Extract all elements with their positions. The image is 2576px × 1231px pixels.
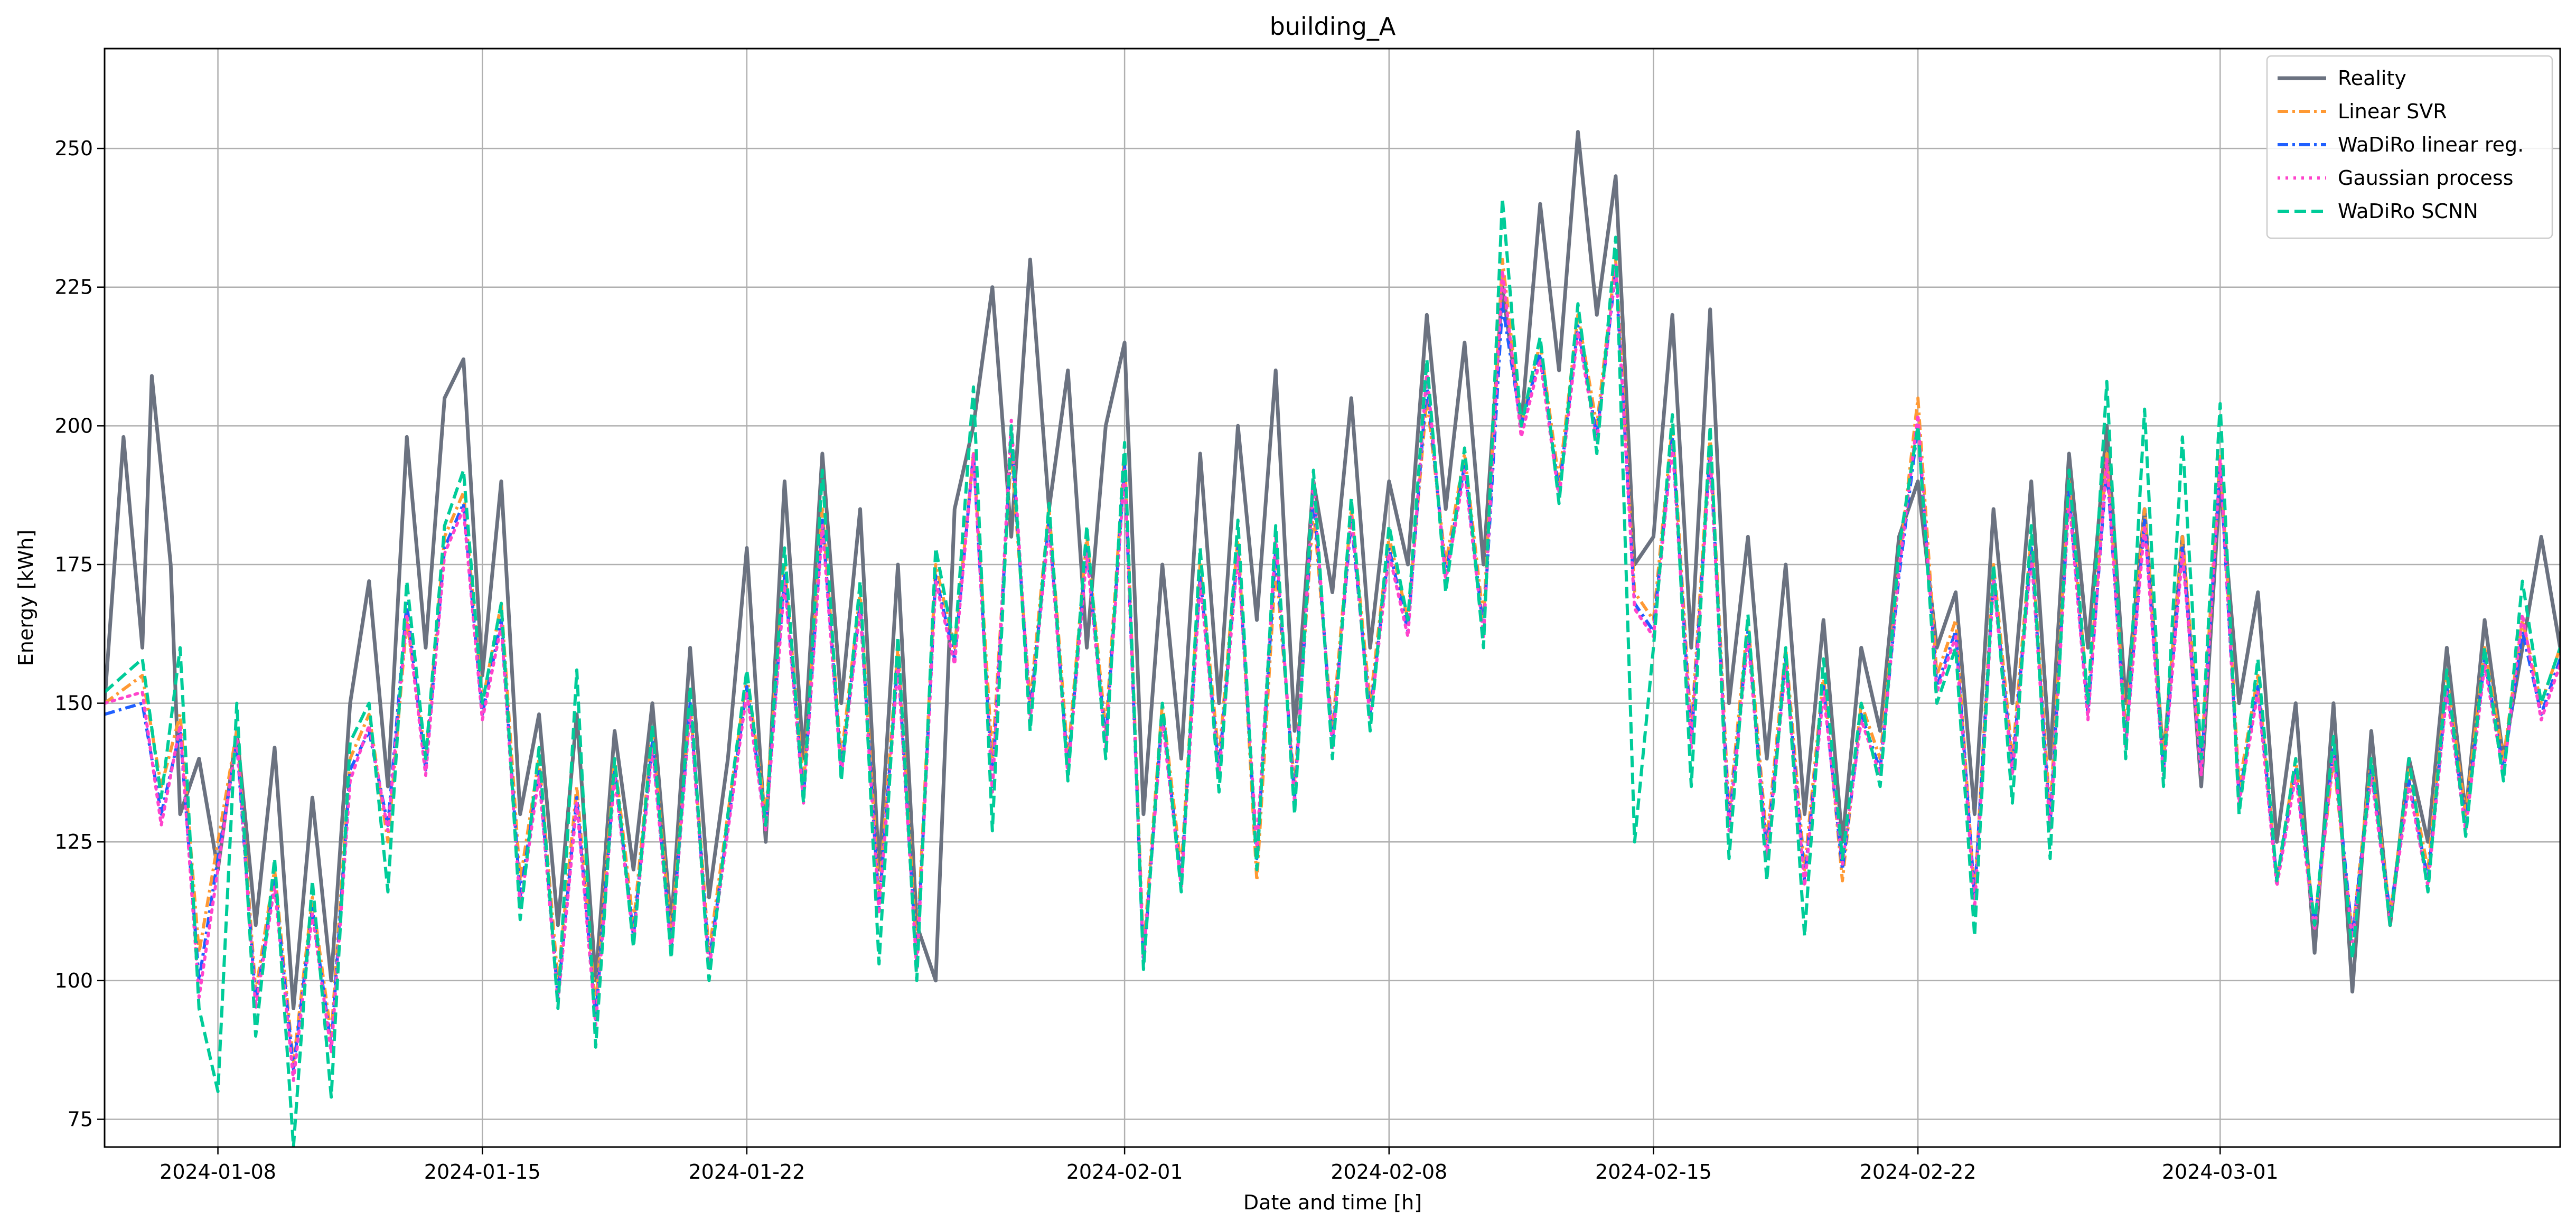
x-tick-label: 2024-03-01 <box>2162 1160 2279 1183</box>
legend-box <box>2266 55 2553 239</box>
y-tick-label: 250 <box>54 137 93 160</box>
x-tick-label: 2024-02-15 <box>1595 1160 1712 1183</box>
y-axis-label: Energy [kWh] <box>14 530 38 666</box>
y-tick-label: 100 <box>54 969 93 992</box>
legend-label-gaussian-process: Gaussian process <box>2338 166 2513 190</box>
x-tick-label: 2024-01-08 <box>160 1160 276 1183</box>
legend-label-reality: Reality <box>2338 67 2406 90</box>
x-axis-label: Date and time [h] <box>1243 1191 1422 1214</box>
chart-title: building_A <box>1270 12 1396 41</box>
y-tick-label: 175 <box>54 553 93 576</box>
legend-label-wadiro-linear-reg: WaDiRo linear reg. <box>2338 133 2524 156</box>
y-axis-ticks: 75 100 125 150 175 200 225 250 <box>54 137 105 1131</box>
x-axis-ticks: 2024-01-08 2024-01-15 2024-01-22 2024-02-01… <box>160 1147 2279 1183</box>
series-layer <box>105 130 2560 1147</box>
x-tick-label: 2024-02-01 <box>1066 1160 1183 1183</box>
y-tick-label: 125 <box>54 830 93 853</box>
y-tick-label: 200 <box>54 414 93 437</box>
plot-frame <box>104 48 2561 1148</box>
legend: Reality Linear SVR WaDiRo linear reg. Gauss… <box>2266 55 2553 239</box>
grid-lines <box>105 49 2560 1147</box>
x-tick-label: 2024-02-22 <box>1860 1160 1977 1183</box>
y-tick-label: 225 <box>54 276 93 299</box>
series-line-wadiro-scnn <box>105 196 2560 1147</box>
y-tick-label: 75 <box>68 1107 93 1131</box>
y-tick-label: 150 <box>54 692 93 715</box>
legend-label-wadiro-scnn: WaDiRo SCNN <box>2338 200 2478 223</box>
legend-label-linear-svr: Linear SVR <box>2338 100 2447 123</box>
series-line-gaussian-process <box>105 263 2560 1082</box>
x-tick-label: 2024-01-15 <box>424 1160 541 1183</box>
x-tick-label: 2024-02-08 <box>1331 1160 1447 1183</box>
x-tick-label: 2024-01-22 <box>688 1160 805 1183</box>
